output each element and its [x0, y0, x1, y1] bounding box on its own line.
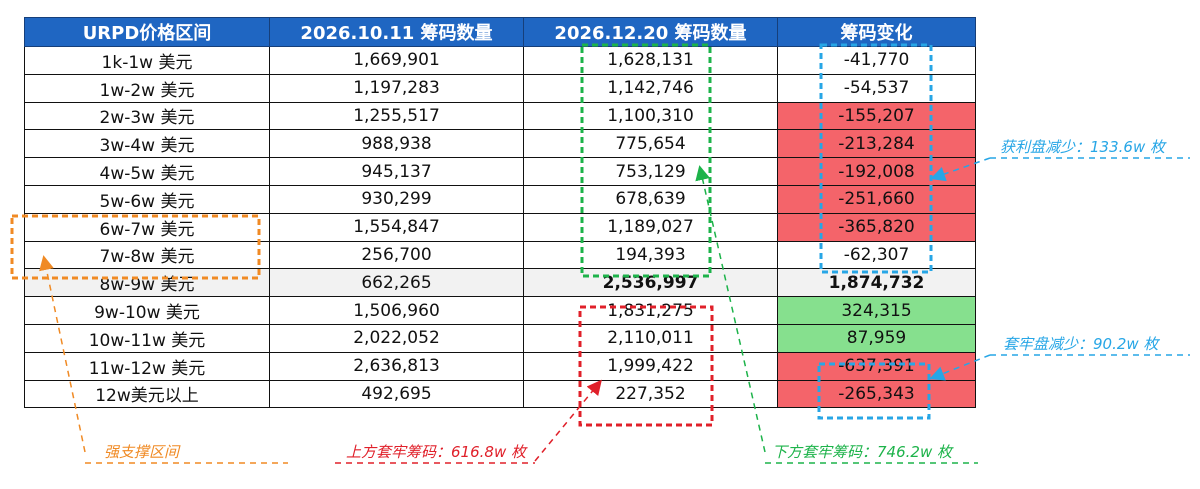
lower-trapped-arrow — [695, 165, 766, 453]
before-count-cell: 930,299 — [269, 184, 524, 214]
strong-support-note: 强支撑区间 — [104, 443, 180, 461]
after-count-cell: 1,628,131 — [523, 46, 778, 75]
table-row: 7w-8w 美元 256,700 194,393 -62,307 — [24, 240, 976, 270]
price-range-cell: 12w美元以上 — [24, 379, 270, 409]
upper-trapped-arrow — [534, 379, 602, 462]
table-header-row: URPD价格区间 2026.10.11 筹码数量 2026.12.20 筹码数量… — [24, 17, 976, 47]
before-count-cell: 2,022,052 — [269, 323, 524, 353]
after-count-cell: 1,999,422 — [523, 351, 778, 381]
change-cell: 87,959 — [777, 323, 976, 353]
table-row: 2w-3w 美元 1,255,517 1,100,310 -155,207 — [24, 101, 976, 131]
table-row: 4w-5w 美元 945,137 753,129 -192,008 — [24, 157, 976, 186]
price-range-cell: 6w-7w 美元 — [24, 212, 270, 242]
after-count-cell: 678,639 — [523, 184, 778, 214]
profit-decrease-arrow — [930, 157, 991, 182]
header-price-range: URPD价格区间 — [24, 17, 270, 47]
price-range-cell: 10w-11w 美元 — [24, 323, 270, 353]
header-change: 筹码变化 — [777, 17, 976, 47]
support-arrow — [39, 255, 86, 453]
price-range-cell: 4w-5w 美元 — [24, 157, 270, 186]
before-count-cell: 1,506,960 — [269, 296, 524, 325]
before-count-cell: 1,197,283 — [269, 73, 524, 103]
table-body: 1k-1w 美元 1,669,901 1,628,131 -41,770 1w-2w 美… — [24, 46, 976, 409]
header-after-count: 2026.12.20 筹码数量 — [523, 17, 778, 47]
price-range-cell: 11w-12w 美元 — [24, 351, 270, 381]
support-zone-box — [10, 214, 261, 280]
urpd-table: URPD价格区间 2026.10.11 筹码数量 2026.12.20 筹码数量… — [24, 17, 976, 409]
before-count-cell: 256,700 — [269, 240, 524, 270]
table-row: 5w-6w 美元 930,299 678,639 -251,660 — [24, 184, 976, 214]
profit-decrease-box — [819, 43, 933, 274]
change-cell: -41,770 — [777, 46, 976, 75]
after-count-cell: 1,142,746 — [523, 73, 778, 103]
before-count-cell: 945,137 — [269, 157, 524, 186]
table-row: 1w-2w 美元 1,197,283 1,142,746 -54,537 — [24, 73, 976, 103]
lower-trapped-box — [580, 43, 712, 278]
trapped-decrease-arrow — [929, 354, 991, 381]
after-count-cell: 753,129 — [523, 157, 778, 186]
table-row: 11w-12w 美元 2,636,813 1,999,422 -637,391 — [24, 351, 976, 381]
change-cell: -265,343 — [777, 379, 976, 409]
table-row: 6w-7w 美元 1,554,847 1,189,027 -365,820 — [24, 212, 976, 242]
change-cell: -213,284 — [777, 129, 976, 159]
lower-trapped-note: 下方套牢筹码：746.2w 枚 — [772, 443, 952, 461]
upper-trapped-note: 上方套牢筹码：616.8w 枚 — [346, 443, 526, 461]
price-range-cell: 5w-6w 美元 — [24, 184, 270, 214]
price-range-cell: 9w-10w 美元 — [24, 296, 270, 325]
before-count-cell: 988,938 — [269, 129, 524, 159]
change-cell: -365,820 — [777, 212, 976, 242]
upper-trapped-box — [578, 305, 714, 427]
price-range-cell: 8w-9w 美元 — [24, 268, 270, 298]
after-count-cell: 194,393 — [523, 240, 778, 270]
after-count-cell: 1,100,310 — [523, 101, 778, 131]
before-count-cell: 1,669,901 — [269, 46, 524, 75]
after-count-cell: 2,110,011 — [523, 323, 778, 353]
after-count-cell: 775,654 — [523, 129, 778, 159]
trapped-decrease-box — [817, 362, 931, 420]
before-count-cell: 492,695 — [269, 379, 524, 409]
table-row: 8w-9w 美元 662,265 2,536,997 1,874,732 — [24, 268, 976, 298]
before-count-cell: 1,554,847 — [269, 212, 524, 242]
after-count-cell: 1,189,027 — [523, 212, 778, 242]
table-row: 10w-11w 美元 2,022,052 2,110,011 87,959 — [24, 323, 976, 353]
change-cell: -155,207 — [777, 101, 976, 131]
table-row: 12w美元以上 492,695 227,352 -265,343 — [24, 379, 976, 409]
price-range-cell: 2w-3w 美元 — [24, 101, 270, 131]
price-range-cell: 1k-1w 美元 — [24, 46, 270, 75]
profit-decrease-note: 获利盘减少：133.6w 枚 — [1000, 138, 1165, 156]
after-count-cell: 227,352 — [523, 379, 778, 409]
before-count-cell: 662,265 — [269, 268, 524, 298]
price-range-cell: 7w-8w 美元 — [24, 240, 270, 270]
before-count-cell: 1,255,517 — [269, 101, 524, 131]
table-row: 1k-1w 美元 1,669,901 1,628,131 -41,770 — [24, 46, 976, 75]
trapped-decrease-note: 套牢盘减少：90.2w 枚 — [1003, 335, 1159, 353]
price-range-cell: 1w-2w 美元 — [24, 73, 270, 103]
